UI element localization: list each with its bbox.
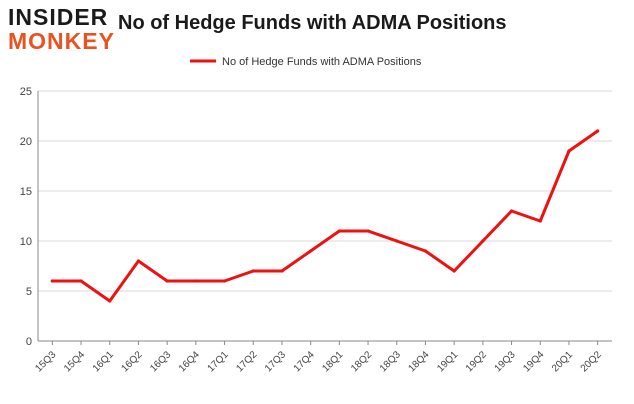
data-point-19Q3 <box>510 209 513 212</box>
data-point-17Q2 <box>252 269 255 272</box>
x-tick-label: 19Q4 <box>521 349 546 374</box>
x-tick-label: 18Q3 <box>378 349 403 374</box>
y-tick-label: 5 <box>26 286 32 298</box>
data-point-19Q1 <box>453 269 456 272</box>
x-tick-label: 16Q2 <box>119 349 144 374</box>
data-point-18Q2 <box>366 229 369 232</box>
x-tick-label: 18Q2 <box>349 349 374 374</box>
data-point-18Q4 <box>424 249 427 252</box>
x-tick-label: 15Q3 <box>33 349 58 374</box>
x-tick-label: 17Q2 <box>234 349 259 374</box>
data-point-20Q1 <box>567 149 570 152</box>
data-point-19Q2 <box>481 239 484 242</box>
x-tick-label: 18Q1 <box>320 349 345 374</box>
data-point-17Q1 <box>223 279 226 282</box>
data-point-20Q2 <box>596 129 599 132</box>
data-point-18Q3 <box>395 239 398 242</box>
x-tick-label: 15Q4 <box>62 349 87 374</box>
x-tick-label: 18Q4 <box>406 349 431 374</box>
x-tick-label: 16Q4 <box>177 349 202 374</box>
x-tick-label: 19Q3 <box>493 349 518 374</box>
data-point-17Q3 <box>280 269 283 272</box>
y-tick-label: 10 <box>20 236 32 248</box>
y-tick-label: 0 <box>26 336 32 348</box>
data-point-16Q2 <box>137 259 140 262</box>
x-tick-label: 16Q1 <box>91 349 116 374</box>
data-point-19Q4 <box>539 219 542 222</box>
y-tick-label: 25 <box>20 86 32 98</box>
data-point-16Q4 <box>194 279 197 282</box>
x-tick-label: 16Q3 <box>148 349 173 374</box>
data-point-15Q3 <box>51 279 54 282</box>
x-tick-label: 17Q4 <box>292 349 317 374</box>
data-point-16Q3 <box>166 279 169 282</box>
x-tick-label: 17Q3 <box>263 349 288 374</box>
data-point-17Q4 <box>309 249 312 252</box>
y-tick-label: 20 <box>20 136 32 148</box>
data-point-15Q4 <box>79 279 82 282</box>
x-tick-label: 19Q2 <box>464 349 489 374</box>
data-point-16Q1 <box>108 299 111 302</box>
legend-label: No of Hedge Funds with ADMA Positions <box>222 56 422 68</box>
y-tick-label: 15 <box>20 186 32 198</box>
x-tick-label: 19Q1 <box>435 349 460 374</box>
x-tick-label: 20Q1 <box>550 349 575 374</box>
data-point-18Q1 <box>338 229 341 232</box>
x-tick-label: 20Q2 <box>579 349 604 374</box>
series-line <box>52 131 597 301</box>
x-tick-label: 17Q1 <box>206 349 231 374</box>
